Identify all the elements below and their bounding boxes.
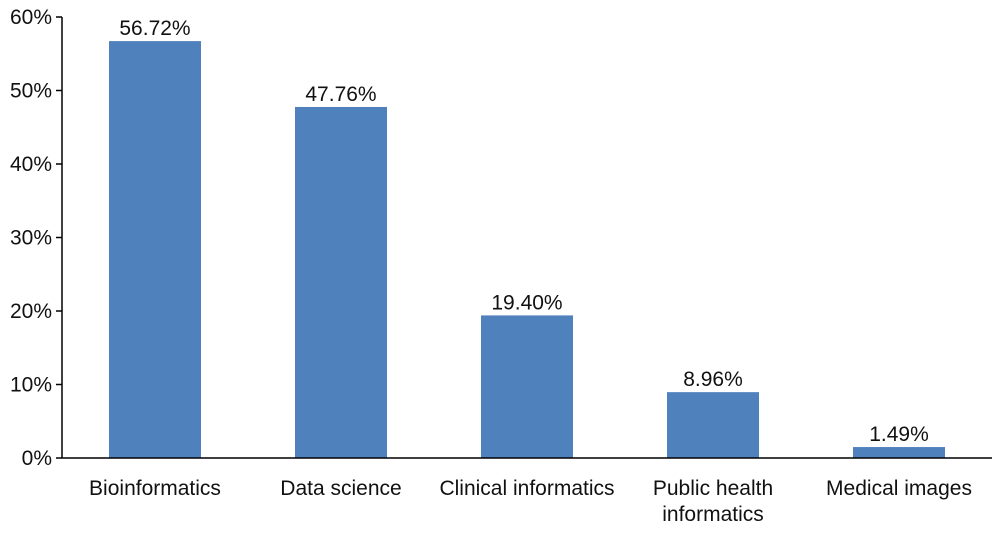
x-category-label: informatics xyxy=(662,503,764,526)
x-category-label: Public health xyxy=(653,477,773,500)
y-tick-label: 30% xyxy=(10,227,52,250)
data-label: 19.40% xyxy=(491,291,562,314)
x-category-label: Clinical informatics xyxy=(439,477,614,500)
x-axis: Bioinformatics Data science Clinical infor… xyxy=(62,457,992,526)
bar xyxy=(481,315,573,458)
bar xyxy=(667,392,759,458)
y-tick-label: 40% xyxy=(10,153,52,176)
x-category-label: Medical images xyxy=(826,477,972,500)
y-tick-label: 10% xyxy=(10,374,52,397)
data-label: 47.76% xyxy=(305,83,376,106)
y-tick-label: 50% xyxy=(10,80,52,103)
bar xyxy=(853,447,945,458)
x-category-label: Data science xyxy=(280,477,401,500)
x-category-label: Bioinformatics xyxy=(89,477,221,500)
y-tick-label: 0% xyxy=(22,447,52,470)
y-tick-label: 60% xyxy=(10,6,52,29)
data-label: 1.49% xyxy=(869,423,929,446)
bar xyxy=(109,41,201,458)
data-label: 8.96% xyxy=(683,368,743,391)
y-axis: 0% 10% 20% 30% 40% 50% 60% xyxy=(10,6,63,470)
data-labels: 56.72% 47.76% 19.40% 8.96% 1.49% xyxy=(119,17,928,446)
y-tick-label: 20% xyxy=(10,300,52,323)
bar xyxy=(295,106,387,459)
data-label: 56.72% xyxy=(119,17,190,40)
bars xyxy=(109,41,945,459)
